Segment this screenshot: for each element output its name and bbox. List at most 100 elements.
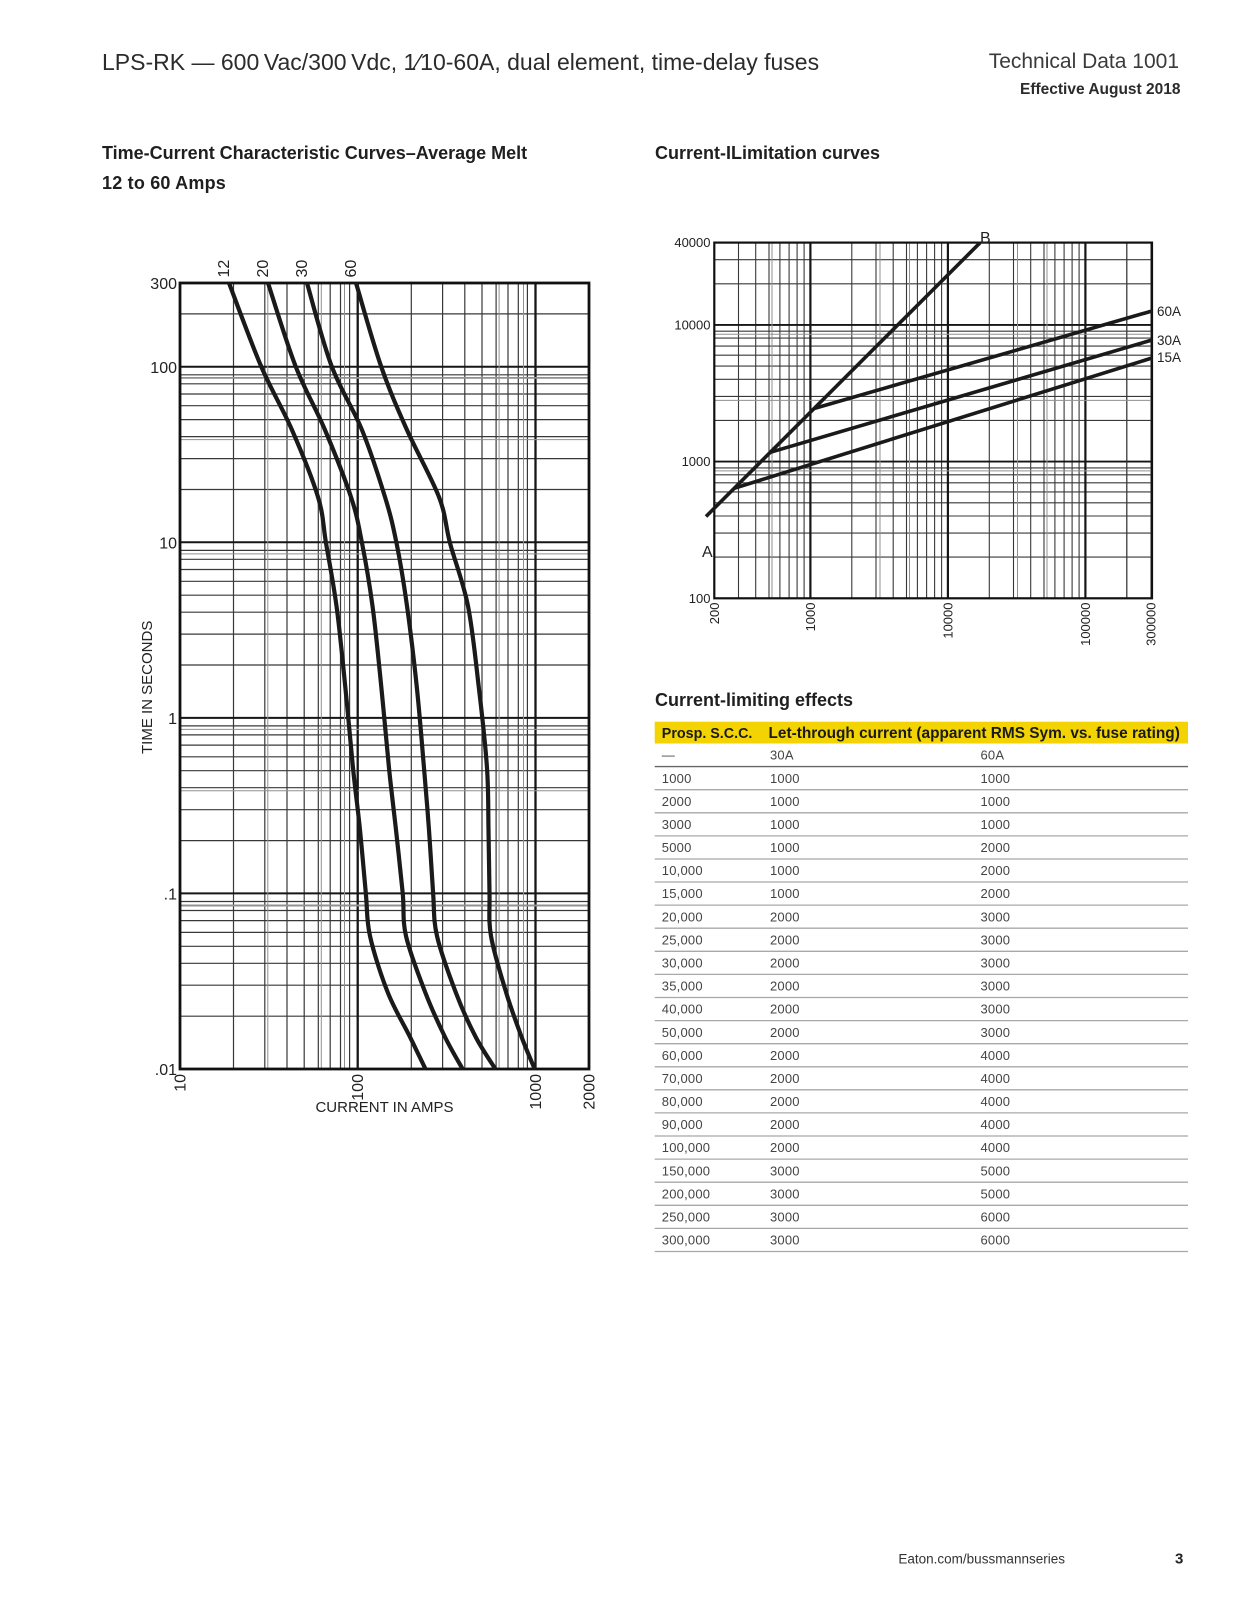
svg-text:1000: 1000 — [770, 817, 800, 832]
svg-text:1000: 1000 — [662, 771, 692, 786]
svg-text:2000: 2000 — [770, 979, 800, 994]
svg-text:Prosp. S.C.C.: Prosp. S.C.C. — [662, 726, 753, 742]
svg-text:4000: 4000 — [981, 1048, 1011, 1063]
svg-text:1000: 1000 — [770, 840, 800, 855]
svg-text:100: 100 — [350, 1074, 367, 1101]
svg-text:4000: 4000 — [981, 1117, 1011, 1132]
svg-text:4000: 4000 — [981, 1071, 1011, 1086]
svg-text:LPS-RK — 600 Vac/300 Vdc, 1⁄10: LPS-RK — 600 Vac/300 Vdc, 1⁄10-60A, dual… — [102, 49, 819, 75]
svg-text:Current-limiting effects: Current-limiting effects — [655, 690, 853, 710]
svg-text:2000: 2000 — [770, 1025, 800, 1040]
svg-text:1000: 1000 — [528, 1074, 545, 1110]
svg-text:1: 1 — [168, 711, 177, 728]
svg-text:3000: 3000 — [981, 1025, 1011, 1040]
svg-text:2000: 2000 — [770, 1094, 800, 1109]
svg-text:Current-ILimitation curves: Current-ILimitation curves — [655, 143, 880, 163]
svg-text:B: B — [980, 230, 991, 247]
svg-text:CURRENT IN AMPS: CURRENT IN AMPS — [315, 1099, 453, 1116]
svg-text:2000: 2000 — [770, 1002, 800, 1017]
svg-text:30A: 30A — [770, 748, 794, 763]
svg-text:5000: 5000 — [981, 1163, 1011, 1178]
svg-text:40,000: 40,000 — [662, 1002, 703, 1017]
svg-text:1000: 1000 — [770, 794, 800, 809]
svg-text:300000: 300000 — [1144, 603, 1159, 646]
svg-text:TIME IN SECONDS: TIME IN SECONDS — [139, 621, 156, 754]
svg-text:4000: 4000 — [981, 1140, 1011, 1155]
svg-text:30: 30 — [294, 260, 311, 278]
svg-text:Time-Current Characteristic Cu: Time-Current Characteristic Curves–Avera… — [102, 143, 527, 163]
svg-text:2000: 2000 — [662, 794, 692, 809]
svg-text:2000: 2000 — [770, 1117, 800, 1132]
svg-text:2000: 2000 — [981, 863, 1011, 878]
svg-text:60A: 60A — [981, 748, 1005, 763]
svg-text:2000: 2000 — [770, 1048, 800, 1063]
svg-text:90,000: 90,000 — [662, 1117, 703, 1132]
svg-text:A: A — [702, 544, 713, 561]
svg-text:3000: 3000 — [770, 1210, 800, 1225]
svg-text:2000: 2000 — [770, 1140, 800, 1155]
svg-text:1000: 1000 — [770, 863, 800, 878]
svg-text:1000: 1000 — [981, 771, 1011, 786]
svg-text:Effective August 2018: Effective August 2018 — [1020, 81, 1181, 98]
svg-text:20: 20 — [255, 260, 272, 278]
svg-text:2000: 2000 — [770, 956, 800, 971]
svg-text:150,000: 150,000 — [662, 1163, 710, 1178]
svg-text:Eaton.com/bussmannseries: Eaton.com/bussmannseries — [898, 1552, 1065, 1567]
svg-text:4000: 4000 — [981, 1094, 1011, 1109]
svg-text:100: 100 — [689, 591, 711, 606]
svg-text:60A: 60A — [1157, 304, 1181, 319]
svg-text:200,000: 200,000 — [662, 1186, 710, 1201]
svg-text:30,000: 30,000 — [662, 956, 703, 971]
svg-text:.01: .01 — [155, 1062, 177, 1079]
svg-text:3000: 3000 — [662, 817, 692, 832]
svg-text:3000: 3000 — [981, 979, 1011, 994]
svg-text:50,000: 50,000 — [662, 1025, 703, 1040]
svg-text:70,000: 70,000 — [662, 1071, 703, 1086]
svg-text:100000: 100000 — [1078, 603, 1093, 646]
svg-text:300: 300 — [150, 276, 177, 293]
svg-text:12: 12 — [216, 260, 233, 278]
svg-text:3000: 3000 — [981, 932, 1011, 947]
svg-text:3: 3 — [1175, 1551, 1183, 1568]
svg-text:35,000: 35,000 — [662, 979, 703, 994]
svg-text:6000: 6000 — [981, 1210, 1011, 1225]
svg-text:5000: 5000 — [662, 840, 692, 855]
svg-text:1000: 1000 — [770, 886, 800, 901]
svg-text:30A: 30A — [1157, 333, 1181, 348]
svg-text:1000: 1000 — [803, 603, 818, 632]
svg-text:15A: 15A — [1157, 350, 1181, 365]
svg-text:15,000: 15,000 — [662, 886, 703, 901]
svg-text:100: 100 — [150, 360, 177, 377]
svg-text:80,000: 80,000 — [662, 1094, 703, 1109]
svg-text:.1: .1 — [164, 886, 177, 903]
svg-text:250,000: 250,000 — [662, 1210, 710, 1225]
svg-text:2000: 2000 — [770, 1071, 800, 1086]
svg-text:1000: 1000 — [770, 771, 800, 786]
svg-text:2000: 2000 — [770, 909, 800, 924]
svg-text:10000: 10000 — [940, 603, 955, 639]
svg-text:10: 10 — [159, 535, 177, 552]
svg-text:1000: 1000 — [981, 794, 1011, 809]
svg-text:10000: 10000 — [674, 317, 710, 332]
svg-text:2000: 2000 — [582, 1074, 599, 1110]
svg-text:60,000: 60,000 — [662, 1048, 703, 1063]
svg-text:2000: 2000 — [770, 932, 800, 947]
svg-text:60: 60 — [343, 260, 360, 278]
svg-text:3000: 3000 — [981, 1002, 1011, 1017]
svg-text:3000: 3000 — [981, 909, 1011, 924]
svg-text:100,000: 100,000 — [662, 1140, 710, 1155]
svg-text:2000: 2000 — [981, 840, 1011, 855]
svg-text:3000: 3000 — [770, 1233, 800, 1248]
svg-text:3000: 3000 — [770, 1186, 800, 1201]
svg-text:6000: 6000 — [981, 1233, 1011, 1248]
svg-text:Let-through current (apparent: Let-through current (apparent RMS Sym. v… — [769, 725, 1180, 742]
svg-text:1000: 1000 — [981, 817, 1011, 832]
svg-text:—: — — [662, 748, 675, 763]
svg-text:5000: 5000 — [981, 1186, 1011, 1201]
svg-text:2000: 2000 — [981, 886, 1011, 901]
svg-text:12 to 60 Amps: 12 to 60 Amps — [102, 173, 226, 193]
svg-text:200: 200 — [707, 603, 722, 625]
svg-text:1000: 1000 — [682, 454, 711, 469]
svg-text:Technical Data 1001: Technical Data 1001 — [989, 50, 1179, 73]
svg-text:25,000: 25,000 — [662, 932, 703, 947]
